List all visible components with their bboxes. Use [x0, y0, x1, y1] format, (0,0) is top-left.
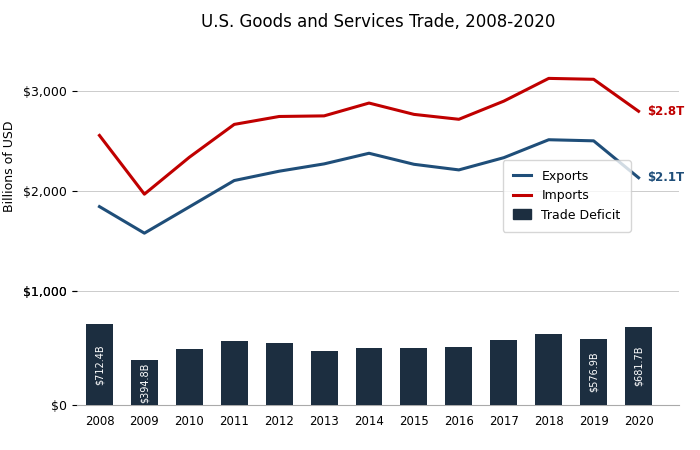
Text: $2.8T: $2.8T [647, 105, 684, 118]
Text: $576.9B: $576.9B [589, 352, 598, 392]
Text: $394.8B: $394.8B [139, 362, 149, 403]
Bar [356, 348, 382, 405]
Bar [86, 324, 113, 405]
Bar [625, 327, 652, 405]
Bar [490, 340, 517, 405]
Bar [400, 348, 428, 405]
Bar [311, 351, 337, 405]
Bar [131, 360, 158, 405]
Title: U.S. Goods and Services Trade, 2008-2020: U.S. Goods and Services Trade, 2008-2020 [201, 13, 555, 31]
Legend: Exports, Imports, Trade Deficit: Exports, Imports, Trade Deficit [503, 160, 631, 232]
Bar [580, 339, 607, 405]
Text: $712.4B: $712.4B [94, 344, 104, 385]
Bar [220, 341, 248, 405]
Y-axis label: Billions of USD: Billions of USD [4, 120, 17, 212]
Bar [266, 343, 293, 405]
Text: $2.1T: $2.1T [647, 171, 684, 184]
Bar [445, 347, 472, 405]
Text: $681.7B: $681.7B [634, 346, 643, 387]
Bar [176, 349, 203, 405]
Bar [536, 334, 562, 405]
